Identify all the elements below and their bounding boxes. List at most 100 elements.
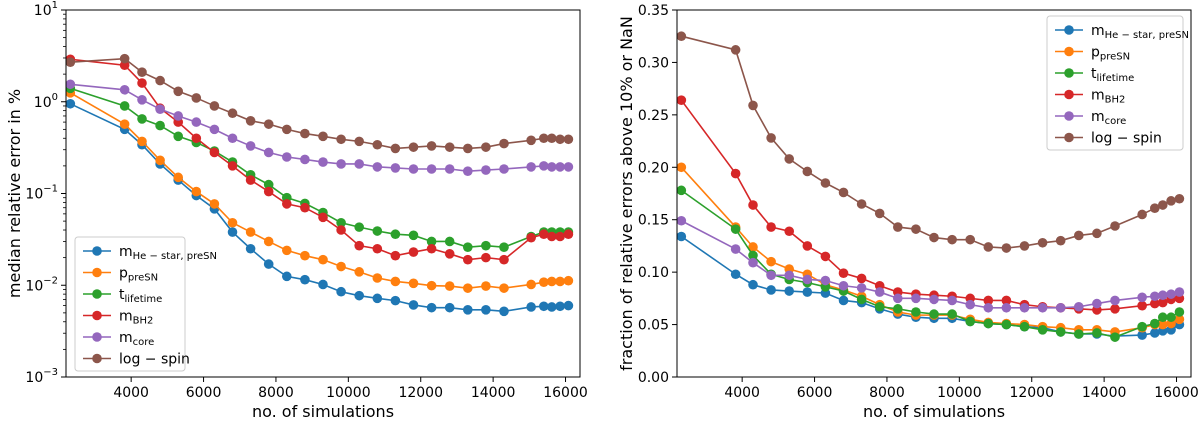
data-point bbox=[539, 229, 549, 240]
y-tick-label: 0.05 bbox=[638, 318, 669, 334]
data-point bbox=[1019, 241, 1030, 251]
data-point bbox=[336, 134, 346, 145]
series-line-3 bbox=[680, 189, 1180, 338]
data-point bbox=[155, 75, 165, 86]
data-point bbox=[372, 162, 383, 172]
data-point bbox=[1166, 312, 1176, 323]
data-point bbox=[856, 294, 867, 305]
data-point bbox=[499, 138, 509, 149]
data-point bbox=[336, 225, 346, 235]
data-point bbox=[372, 243, 383, 254]
data-point bbox=[426, 302, 437, 313]
data-point bbox=[462, 305, 473, 315]
data-point bbox=[947, 295, 957, 306]
data-point bbox=[263, 147, 274, 158]
data-point bbox=[499, 306, 509, 317]
data-point bbox=[227, 227, 238, 237]
data-point bbox=[173, 111, 184, 121]
x-tick-label: 10000 bbox=[326, 385, 371, 401]
data-point bbox=[676, 185, 687, 196]
legend-label-1: mHe − star, preSN bbox=[1091, 23, 1189, 41]
legend: mHe − star, preSN ppreSN tlifetime mBH2 mcor… bbox=[74, 236, 217, 372]
y-tick-label: 100 bbox=[34, 92, 58, 111]
data-point bbox=[426, 243, 437, 254]
series-line-5 bbox=[680, 220, 1180, 309]
data-point bbox=[481, 305, 491, 315]
data-point bbox=[336, 217, 346, 228]
data-point bbox=[336, 159, 346, 169]
data-point bbox=[856, 283, 867, 293]
data-point bbox=[1037, 325, 1048, 335]
x-tick-label: 4000 bbox=[724, 385, 760, 401]
data-point bbox=[929, 294, 939, 305]
data-point bbox=[137, 114, 147, 124]
data-point bbox=[1110, 295, 1120, 306]
data-point bbox=[263, 259, 274, 269]
data-point bbox=[227, 133, 238, 144]
x-axis-label: no. of simulations bbox=[863, 402, 1005, 421]
data-point bbox=[893, 293, 903, 304]
data-point bbox=[766, 256, 776, 267]
data-point bbox=[563, 134, 574, 145]
data-point bbox=[947, 234, 957, 245]
legend-marker bbox=[1064, 68, 1074, 78]
legend-label-2: ppreSN bbox=[1091, 45, 1130, 63]
data-point bbox=[408, 300, 419, 310]
data-point bbox=[318, 254, 328, 265]
data-point bbox=[426, 164, 437, 174]
data-point bbox=[227, 108, 238, 119]
data-point bbox=[838, 187, 849, 198]
data-point bbox=[354, 290, 365, 301]
data-point bbox=[408, 164, 419, 174]
y-tick-exponent: 0 bbox=[52, 92, 58, 103]
data-point bbox=[481, 165, 491, 175]
data-point bbox=[1174, 314, 1185, 325]
legend-marker bbox=[92, 289, 102, 299]
data-point bbox=[965, 299, 975, 310]
series-line-3 bbox=[70, 87, 569, 248]
data-point bbox=[209, 101, 220, 111]
data-point bbox=[390, 143, 401, 154]
y-axis-label: fraction of relative errors above 10% or… bbox=[617, 16, 636, 371]
data-point bbox=[730, 269, 741, 280]
data-point bbox=[372, 139, 383, 150]
y-tick-exponent: 1 bbox=[52, 0, 58, 11]
data-point bbox=[784, 286, 795, 296]
data-point bbox=[263, 186, 274, 197]
data-point bbox=[1092, 328, 1102, 338]
data-point bbox=[539, 277, 549, 287]
data-point bbox=[1157, 319, 1168, 330]
data-point bbox=[1137, 330, 1147, 340]
data-point bbox=[65, 79, 76, 90]
data-point bbox=[784, 154, 795, 164]
data-point bbox=[1073, 230, 1084, 241]
data-point bbox=[893, 304, 903, 314]
data-point bbox=[372, 293, 383, 304]
data-point bbox=[784, 226, 795, 237]
data-point bbox=[227, 217, 238, 228]
data-point bbox=[856, 273, 867, 284]
left-chart-panel: 4000 6000 8000 10000 12000 14000 1600010−310−2… bbox=[5, 0, 588, 421]
data-point bbox=[1055, 235, 1066, 246]
data-point bbox=[481, 142, 491, 152]
data-point bbox=[730, 45, 741, 55]
data-point bbox=[766, 270, 776, 281]
x-tick-label: 4000 bbox=[113, 385, 149, 401]
data-point bbox=[499, 164, 509, 174]
data-point bbox=[263, 119, 274, 129]
data-point bbox=[119, 60, 130, 71]
data-point bbox=[300, 154, 310, 165]
data-point bbox=[318, 131, 328, 142]
data-point bbox=[191, 133, 202, 144]
legend-label-5: mcore bbox=[1091, 109, 1126, 127]
legend-label-4: mBH2 bbox=[1091, 88, 1125, 106]
data-point bbox=[1150, 318, 1160, 329]
data-point bbox=[874, 301, 885, 312]
legend-marker bbox=[92, 267, 102, 278]
data-point bbox=[354, 267, 365, 277]
data-point bbox=[245, 116, 256, 126]
data-point bbox=[539, 161, 549, 171]
y-tick-exponent: −1 bbox=[43, 184, 58, 195]
y-axis-label: median relative error in % bbox=[5, 89, 24, 298]
